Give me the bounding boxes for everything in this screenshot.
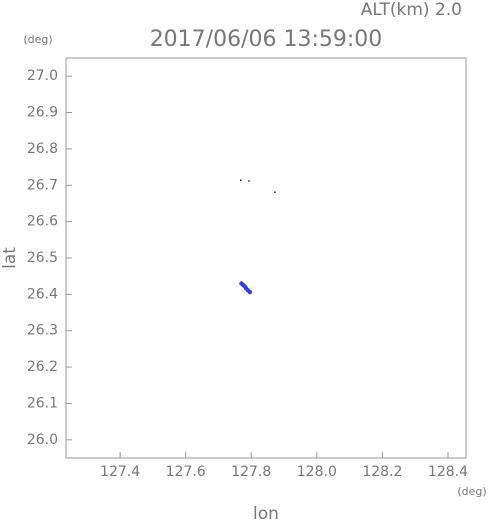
y-tick-label: 26.0	[27, 432, 58, 448]
data-point	[239, 179, 242, 181]
x-tick-label: 127.6	[166, 464, 206, 480]
data-point	[248, 180, 250, 182]
plot-frame	[65, 57, 467, 459]
y-unit: (deg)	[23, 33, 52, 46]
data-point	[274, 191, 276, 193]
y-axis-label: lat	[0, 247, 20, 269]
y-tick-label: 26.4	[27, 286, 58, 302]
x-tick-label: 127.4	[100, 464, 140, 480]
subtitle: ALT(km) 2.0	[361, 0, 462, 20]
x-tick-label: 127.8	[231, 464, 271, 480]
y-tick-label: 26.8	[27, 141, 58, 157]
data-point	[247, 289, 253, 295]
y-tick-label: 27.0	[27, 68, 58, 84]
y-tick-label: 26.2	[27, 359, 58, 375]
x-tick-label: 128.4	[428, 464, 468, 480]
y-tick-label: 26.1	[27, 395, 58, 411]
y-tick-label: 26.7	[27, 177, 58, 193]
y-tick-label: 26.3	[27, 323, 58, 339]
x-tick-label: 128.0	[297, 464, 337, 480]
chart-title: 2017/06/06 13:59:00	[150, 27, 383, 52]
x-unit: (deg)	[457, 485, 486, 498]
y-tick-label: 26.9	[27, 105, 58, 121]
y-tick-label: 26.6	[27, 214, 58, 230]
y-tick-label: 26.5	[27, 250, 58, 266]
x-tick-label: 128.2	[362, 464, 402, 480]
x-axis-label: lon	[253, 504, 279, 521]
